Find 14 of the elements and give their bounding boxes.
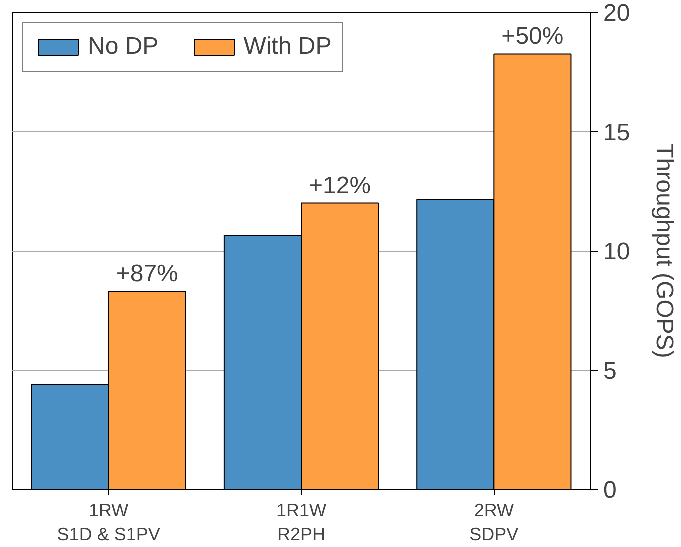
- y-axis-title: Throughput (GOPS): [651, 144, 678, 358]
- annotation: +12%: [309, 172, 372, 200]
- y-tick-label: 20: [604, 0, 630, 27]
- legend-label: No DP: [88, 33, 159, 61]
- annotation: +50%: [502, 23, 564, 50]
- x-tick-label: 1RW S1D & S1PV: [57, 500, 160, 544]
- y-tick-label: 0: [604, 477, 617, 504]
- legend-label: With DP: [244, 33, 332, 61]
- annotation: +87%: [116, 260, 178, 288]
- y-tick-label: 10: [604, 238, 630, 266]
- x-tick-label: 1R1W R2PH: [276, 500, 327, 544]
- y-tick-label: 15: [604, 119, 630, 146]
- x-tick-label: 2RW SDPV: [470, 500, 519, 544]
- y-tick-label: 5: [604, 358, 617, 385]
